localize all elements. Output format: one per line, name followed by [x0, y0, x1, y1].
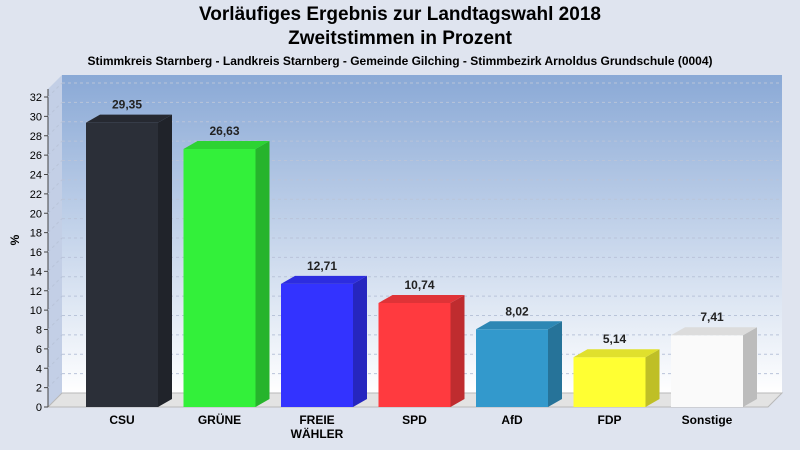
x-tick-label: AfD	[501, 413, 523, 427]
bar-value-label: 29,35	[112, 98, 142, 112]
bar-top	[281, 275, 367, 284]
bar-side	[743, 327, 757, 407]
y-tick-label: 24	[30, 170, 42, 182]
bar-side	[158, 114, 172, 407]
chart-location: Stimmkreis Starnberg - Landkreis Starnbe…	[87, 54, 713, 68]
y-tick-label: 22	[30, 189, 42, 201]
bar-value-label: 10,74	[404, 278, 434, 292]
y-tick-label: 6	[36, 344, 42, 356]
bar-value-label: 8,02	[505, 304, 529, 318]
plot-side-wall	[48, 75, 62, 407]
bar-side	[548, 321, 562, 407]
x-tick-label: FDP	[598, 413, 622, 427]
bar-value-label: 5,14	[603, 332, 627, 346]
bar-side	[645, 349, 660, 407]
y-tick-label: 4	[36, 363, 42, 375]
y-tick-label: 32	[30, 92, 42, 104]
y-tick-label: 14	[30, 266, 42, 278]
bar-value-label: 26,63	[209, 124, 239, 138]
bar-value-label: 12,71	[307, 259, 337, 273]
x-tick-label: FREIE WÄHLER	[291, 413, 344, 441]
bar-top	[183, 141, 270, 150]
bar-side	[450, 294, 465, 407]
y-tick-label: 28	[30, 131, 42, 143]
y-tick-label: 16	[30, 247, 42, 259]
bar-front	[281, 283, 353, 407]
bar-value-label: 7,41	[700, 310, 724, 324]
bar-front	[183, 149, 256, 407]
y-tick-label: 0	[36, 402, 42, 414]
bar-front	[671, 335, 743, 407]
bar-front	[476, 329, 548, 407]
y-tick-label: 8	[36, 325, 42, 337]
y-tick-label: 2	[36, 383, 42, 395]
bar-top	[86, 114, 172, 123]
y-tick-label: 26	[30, 150, 42, 162]
bar-top	[573, 349, 660, 358]
y-tick-label: 10	[30, 305, 42, 317]
bar-front	[378, 302, 451, 407]
x-tick-label: SPD	[402, 413, 427, 427]
y-tick-label: 20	[30, 208, 42, 220]
chart-title: Vorläufiges Ergebnis zur Landtagswahl 20…	[199, 4, 601, 25]
y-axis-label: %	[8, 234, 22, 245]
y-tick-label: 12	[30, 286, 42, 298]
x-tick-label: Sonstige	[682, 413, 733, 427]
x-tick-label: GRÜNE	[198, 412, 241, 427]
bar-front	[573, 357, 646, 407]
bar-side	[255, 141, 270, 407]
bar-top	[476, 321, 562, 330]
bar-top	[378, 294, 465, 303]
y-tick-label: 30	[30, 111, 42, 123]
bar-side	[353, 275, 367, 407]
bar-top	[671, 327, 757, 336]
bars: 29,35 26,63 12,71 10,74 8,02 5,14 7,41	[86, 98, 757, 407]
x-axis: CSU GRÜNE FREIE WÄHLER SPD AfD FDP Sonstige	[109, 412, 732, 441]
bar-front	[86, 122, 158, 407]
chart-subtitle: Zweitstimmen in Prozent	[288, 28, 512, 49]
x-tick-label: CSU	[109, 413, 134, 427]
y-tick-label: 18	[30, 228, 42, 240]
